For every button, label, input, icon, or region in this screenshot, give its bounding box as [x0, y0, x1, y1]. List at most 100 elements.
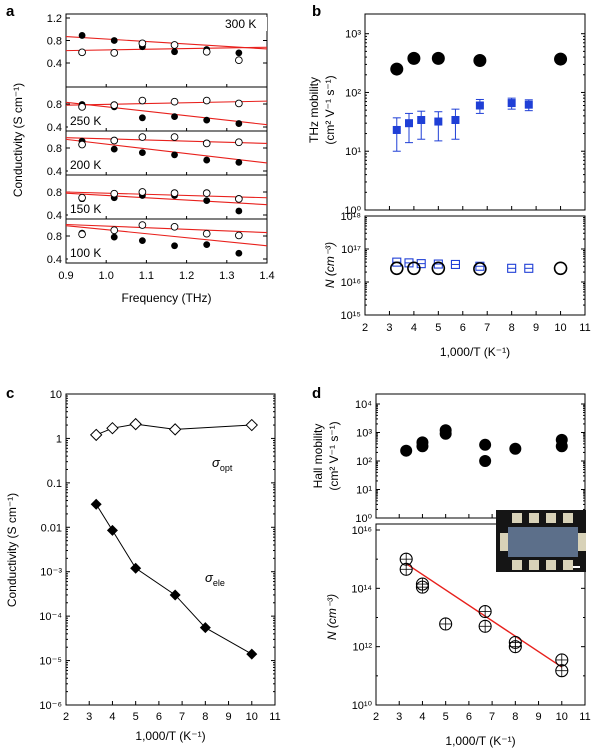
y-tick-label: 0.4: [47, 58, 62, 70]
x-tick-label: 11: [579, 322, 590, 334]
x-tick-label: 10: [246, 711, 258, 723]
x-tick-label: 7: [484, 322, 490, 334]
x-tick-label: 9: [533, 322, 539, 334]
x-tick-label: 4: [411, 322, 417, 334]
x-tick-label: 8: [512, 711, 518, 723]
x-tick-label: 5: [443, 711, 449, 723]
subplot-frame: [364, 215, 586, 316]
x-axis-title: 1,000/T (K⁻¹): [440, 345, 510, 359]
inset-contact-pad: [529, 513, 539, 523]
y-tick-label: 10¹⁶: [341, 277, 361, 289]
panel-label-b: b: [312, 3, 321, 20]
open-point: [138, 221, 147, 229]
temp-label: 150 K: [70, 202, 101, 216]
y-tick-label: 10³: [345, 29, 361, 41]
temp-label-bg: [68, 246, 112, 260]
x-tick-label: 10: [554, 322, 566, 334]
y-tick-label: 10: [50, 389, 62, 401]
subplot-200k: 0.4 0.8 200 K: [47, 130, 268, 178]
hall-mobility-point: [416, 436, 429, 449]
blue-square-point: [524, 100, 533, 109]
x-tick-label: 4: [109, 711, 115, 723]
filled-point: [138, 237, 146, 245]
y-tick-label: 10¹⁴: [351, 583, 372, 595]
filled-point: [138, 114, 146, 122]
filled-point: [171, 48, 178, 56]
hall-mobility-point: [479, 438, 492, 451]
inset-contact-pad: [563, 513, 573, 523]
x-tick-label: 8: [509, 322, 515, 334]
x-axis-title: Frequency (THz): [121, 291, 211, 305]
filled-diamond-point: [246, 648, 258, 660]
x-axis-title: 1,000/T (K⁻¹): [445, 734, 515, 748]
panel-label-d: d: [312, 385, 321, 402]
y-tick-label: 10⁻³: [40, 567, 62, 579]
filled-point: [235, 120, 243, 127]
subplot-300k: 0.4 0.8 1.2 300 K: [47, 13, 268, 88]
inset-contact-pad: [546, 560, 556, 570]
open-point: [202, 96, 211, 105]
subplot-frame: [364, 13, 586, 211]
open-diamond-point: [89, 428, 103, 442]
hall-mobility-point: [439, 424, 452, 437]
filled-diamond-point: [90, 498, 102, 510]
filled-diamond-point: [106, 524, 118, 536]
filled-point: [203, 116, 211, 124]
temp-label: 200 K: [70, 158, 101, 172]
filled-point: [203, 156, 211, 164]
filled-point: [110, 233, 118, 241]
filled-point: [171, 242, 178, 250]
hall-mobility-subplot: 10⁰ 10¹ 10² 10³ 10⁴ Hall mobility (cm² V⁻¹ s⁻¹…: [311, 393, 586, 525]
plot-frame: [65, 393, 276, 706]
fit-line: [65, 36, 268, 50]
filled-point: [203, 197, 211, 205]
fit-line: [405, 563, 563, 668]
black-mobility-point: [390, 62, 404, 76]
inset-scale-bar: [573, 566, 580, 568]
open-point: [78, 140, 86, 149]
open-diamond-point: [106, 421, 119, 435]
x-tick-label: 1.3: [219, 270, 234, 282]
filled-point: [171, 151, 178, 159]
x-tick-label: 6: [156, 711, 162, 723]
y-tick-label: 10¹: [345, 146, 361, 158]
open-point: [78, 193, 86, 202]
filled-point: [235, 49, 243, 57]
open-point: [138, 133, 147, 141]
y-tick-label: 10⁰: [344, 205, 361, 217]
open-point: [138, 96, 147, 105]
y-tick-label: 0.4: [47, 122, 62, 134]
y-tick-label: 0.01: [41, 522, 62, 534]
filled-point: [235, 207, 243, 215]
hall-density-subplot: 10¹⁰ 10¹² 10¹⁴ 10¹⁶ N (cm⁻³): [325, 523, 586, 712]
filled-point: [235, 158, 243, 166]
inset-contact-pad: [512, 560, 522, 570]
black-mobility-point: [407, 51, 421, 65]
x-tick-label: 8: [202, 711, 208, 723]
filled-point: [110, 37, 118, 44]
open-point: [110, 189, 119, 198]
y-tick-label: 10¹⁵: [341, 310, 361, 322]
open-point: [78, 48, 86, 57]
y-tick-label: 0.4: [47, 254, 62, 266]
open-diamond-point: [168, 423, 182, 436]
y-tick-label: 1.2: [47, 13, 62, 25]
fit-line: [65, 100, 268, 106]
open-point: [170, 189, 179, 198]
open-point: [110, 49, 119, 57]
series-label-ele: σele: [205, 570, 225, 588]
series-label-main: σ: [212, 455, 221, 470]
y-tick-label: 10¹⁷: [341, 244, 361, 256]
x-tick-label: 2: [362, 322, 368, 334]
density-subplot: 10¹⁵ 10¹⁶ 10¹⁷ 10¹⁸ N (cm⁻³): [323, 211, 586, 322]
y-tick-label: 10¹⁶: [352, 525, 372, 537]
open-point: [170, 222, 179, 231]
mobility-subplot: 10⁰ 10¹ 10² 10³ THz mobility (cm² V⁻¹ s⁻¹): [307, 13, 586, 217]
filled-diamond-point: [199, 622, 211, 634]
y-tick-label: 10⁴: [355, 399, 372, 411]
series-label-sub: ele: [213, 578, 225, 588]
y-tick-label: 0.8: [47, 99, 62, 111]
